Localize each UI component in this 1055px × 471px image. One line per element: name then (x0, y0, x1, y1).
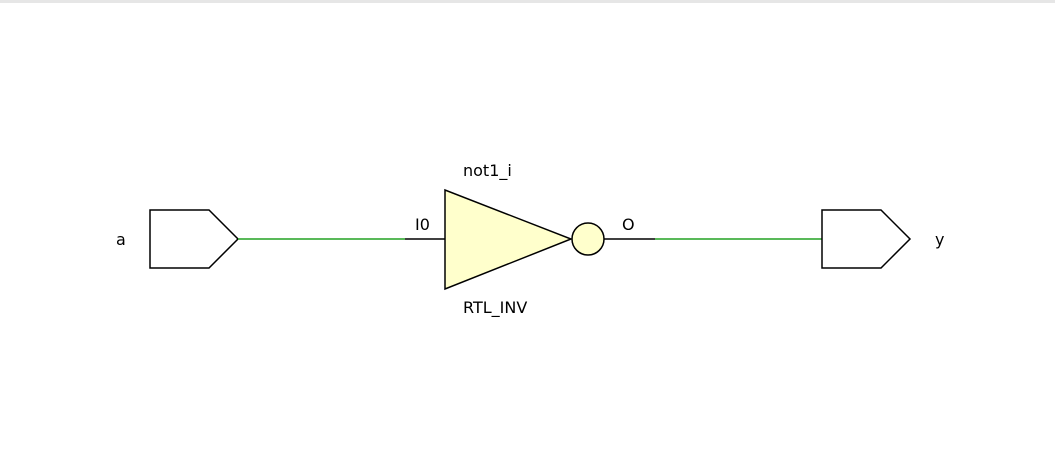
inverter-bubble[interactable] (571, 222, 605, 256)
input-port-shape[interactable] (149, 209, 240, 269)
output-port-shape[interactable] (821, 209, 912, 269)
output-port-label: y (935, 230, 944, 249)
inverter-cell[interactable]: not1_i RTL_INV (444, 161, 605, 318)
inverter-triangle[interactable] (444, 188, 574, 291)
input-port-label: a (116, 230, 126, 249)
output-port-y[interactable]: y (821, 209, 944, 269)
window-top-border (0, 0, 1055, 3)
input-port-a[interactable]: a (116, 209, 240, 269)
cell-type-name: RTL_INV (463, 298, 527, 318)
pin-label-o: O (622, 215, 635, 234)
pin-label-i0: I0 (415, 215, 430, 234)
cell-instance-name: not1_i (463, 161, 512, 181)
